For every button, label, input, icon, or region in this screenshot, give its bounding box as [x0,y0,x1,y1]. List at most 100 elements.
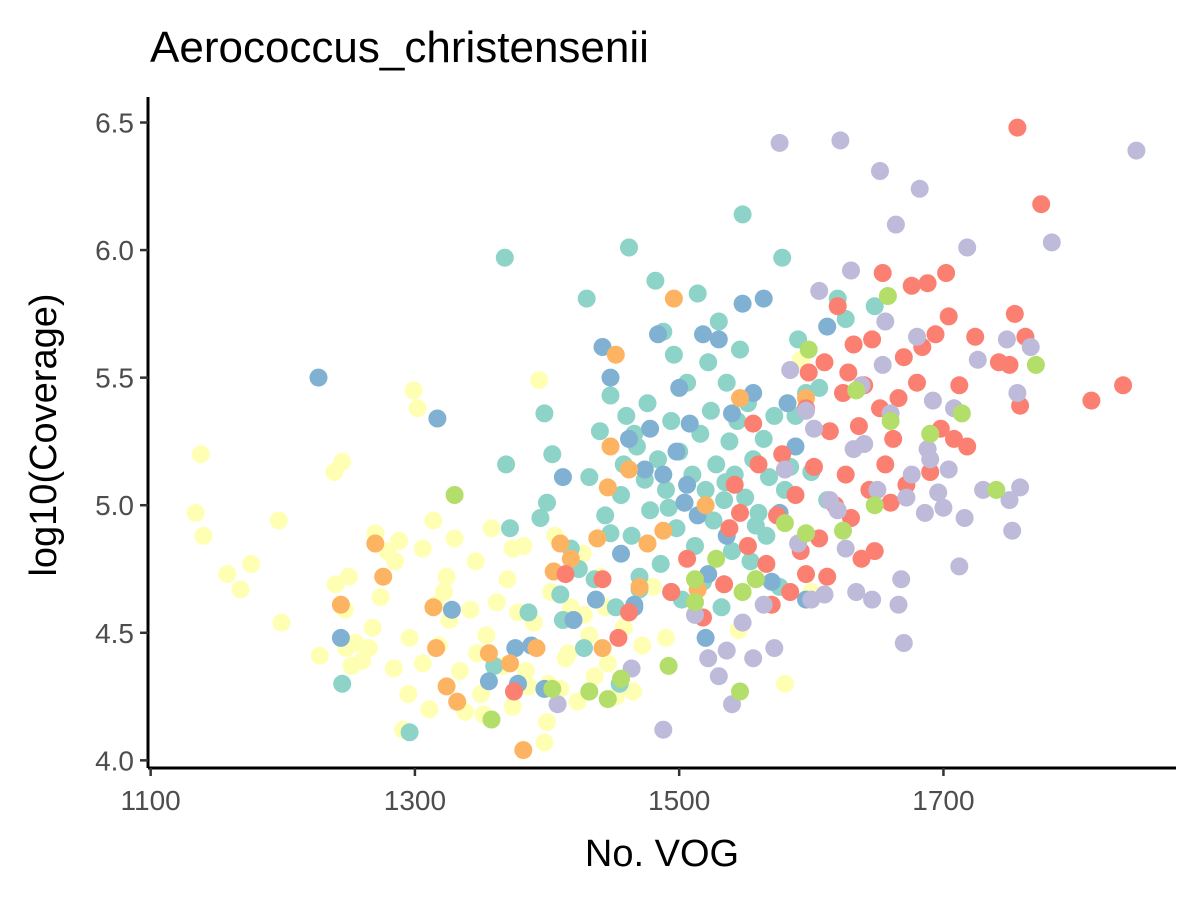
data-point [945,429,963,448]
data-point [889,595,908,614]
data-point [342,656,361,675]
y-tick-label: 5.0 [95,490,134,521]
data-point [450,662,469,680]
data-point [733,205,752,224]
data-point [530,371,549,390]
data-point [482,710,501,729]
data-point [717,373,736,392]
data-point [876,312,895,331]
data-point [678,475,697,494]
data-point [649,450,667,469]
data-point [635,460,654,479]
data-point [427,639,446,658]
y-tick-label: 4.0 [95,745,134,776]
data-point [686,570,704,589]
data-point [586,590,605,609]
data-point [657,480,675,499]
data-point [731,503,749,522]
y-axis-ticks: 4.0 4.5 5.0 5.5 6.0 6.5 [95,108,148,776]
data-point [564,611,583,629]
data-point [641,419,660,438]
data-point [596,506,615,525]
data-point [680,414,699,433]
data-point [617,406,636,425]
data-point [466,552,485,571]
data-point [620,603,638,622]
data-point [374,567,393,586]
data-point [754,289,773,308]
data-point [633,636,652,655]
data-point [527,639,546,658]
data-point [479,672,498,691]
y-axis-title: log10(Coverage) [23,293,65,576]
data-point [863,590,882,609]
data-point [686,593,704,612]
data-point [894,348,913,367]
data-point [863,330,882,349]
data-point [424,598,443,617]
data-point [612,486,630,504]
data-point [717,641,736,660]
data-point [773,445,792,464]
data-point [836,310,855,328]
y-tick-label: 5.5 [95,363,134,394]
data-point [958,437,977,456]
data-point [762,572,781,591]
data-point [915,503,934,522]
data-point [272,613,291,632]
data-point [952,404,971,423]
data-point [950,376,969,395]
y-tick-label: 4.5 [95,618,134,649]
data-point [923,391,942,410]
data-point [715,575,734,594]
data-point [865,496,884,515]
data-point [836,539,855,558]
data-point [805,419,823,438]
data-point [709,330,728,349]
data-point [404,381,423,400]
data-point [590,422,609,441]
data-point [505,682,523,701]
data-point [876,455,895,474]
data-point [620,460,638,479]
data-point [588,529,607,548]
data-point [865,297,884,316]
data-point [609,628,628,647]
data-point [775,460,794,479]
data-point [797,401,815,420]
data-point [688,284,707,303]
data-point [709,667,728,686]
data-point [366,534,385,553]
data-point [448,692,467,711]
data-point [937,264,956,282]
data-point [548,695,567,714]
data-point [731,682,749,701]
data-point [659,656,678,675]
data-point [568,692,587,711]
data-point [834,521,852,540]
data-point [810,281,829,300]
data-point [781,583,800,601]
data-point [551,585,570,604]
data-point [744,649,763,668]
data-point [501,519,519,538]
data-point [231,580,250,599]
data-point [810,378,829,397]
data-point [333,674,352,693]
data-point [601,437,620,456]
data-point [968,350,987,369]
data-point [738,537,757,555]
data-point [868,480,887,499]
data-point [612,669,630,688]
data-point [889,389,908,408]
data-point [815,585,834,604]
data-point [765,406,784,425]
data-point [958,238,977,257]
data-point [580,682,599,701]
data-point [503,539,522,558]
x-tick-label: 1700 [912,785,974,816]
data-point [641,501,660,520]
data-point [331,628,350,647]
data-point [839,363,858,382]
data-point [593,338,612,356]
